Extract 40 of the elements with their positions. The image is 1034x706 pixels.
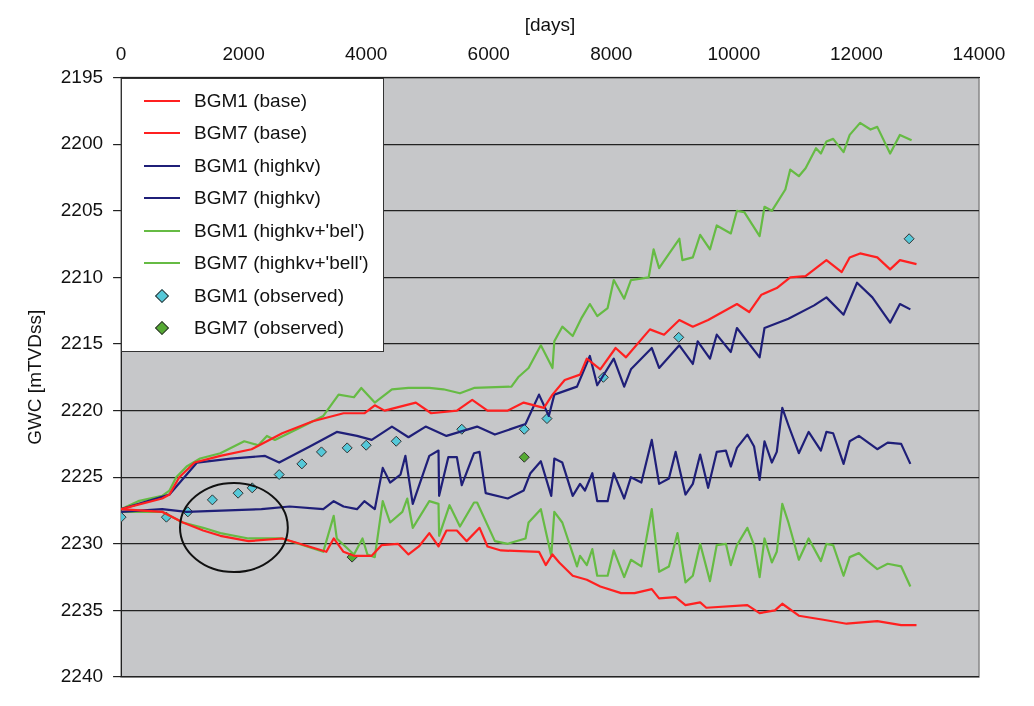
legend-label: BGM1 (observed): [194, 284, 345, 307]
y-tick-label: 2210: [60, 265, 104, 287]
legend-label: BGM7 (highkv+'bell'): [194, 252, 369, 275]
point: [296, 458, 308, 470]
x-tick-label: 10000: [707, 43, 761, 65]
legend-label: BGM7 (highkv): [194, 187, 321, 210]
point: [903, 233, 915, 245]
y-tick-label: 2240: [60, 665, 104, 687]
y-tick-label: 2195: [60, 65, 104, 87]
x-tick-label: 12000: [830, 43, 883, 65]
legend-label: BGM7 (observed): [194, 317, 345, 340]
legend-label: BGM7 (base): [194, 122, 308, 145]
x-tick-label: 8000: [590, 43, 633, 65]
y-tick-label: 2205: [60, 199, 104, 221]
y-tick-label: 2200: [60, 132, 104, 154]
x-tick-label: 6000: [467, 43, 510, 65]
point: [360, 439, 372, 451]
legend-label: BGM1 (highkv): [194, 154, 321, 177]
x-tick-label: 4000: [345, 43, 388, 65]
x-tick-label: 14000: [952, 43, 1006, 65]
point: [390, 435, 402, 447]
y-axis-title: GWC [mTVDss]: [23, 309, 45, 445]
point: [232, 487, 244, 499]
x-axis-title: [days]: [524, 13, 576, 35]
y-tick-label: 2230: [60, 532, 104, 554]
y-tick-label: 2220: [60, 398, 104, 420]
point: [341, 442, 353, 454]
y-tick-label: 2215: [60, 332, 104, 354]
point: [315, 446, 327, 458]
point: [206, 494, 218, 506]
legend-label: BGM1 (base): [194, 89, 308, 112]
point: [518, 451, 530, 463]
point: [541, 413, 553, 425]
x-tick-label: 2000: [222, 43, 265, 65]
legend-label: BGM1 (highkv+'bel'): [194, 219, 365, 242]
point: [273, 469, 285, 481]
point: [673, 331, 685, 343]
y-tick-label: 2235: [60, 598, 104, 620]
y-tick-label: 2225: [60, 465, 104, 487]
x-tick-label: 0: [115, 43, 127, 65]
